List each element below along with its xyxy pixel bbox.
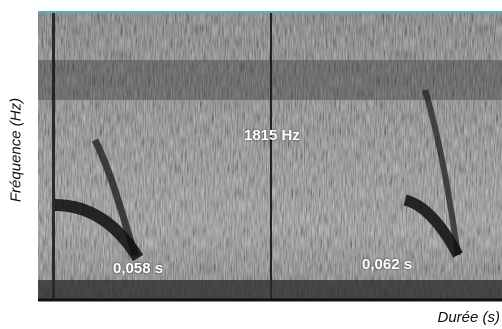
x-axis-label: Durée (s) [437,309,500,326]
frequency-annotation: 1815 Hz [244,127,300,144]
duration-annotation-2: 0,062 s [362,256,413,273]
sweep-2 [422,89,461,256]
sweep-1-tail [54,199,144,262]
onset-line-2 [270,12,272,300]
spectrogram-plot [38,12,502,300]
low-frequency-band [38,280,502,300]
y-axis-label: Fréquence (Hz) [7,97,25,203]
onset-line-1 [52,12,55,300]
duration-annotation-1: 0,058 s [113,260,164,277]
sweep-2-tail [403,194,463,258]
